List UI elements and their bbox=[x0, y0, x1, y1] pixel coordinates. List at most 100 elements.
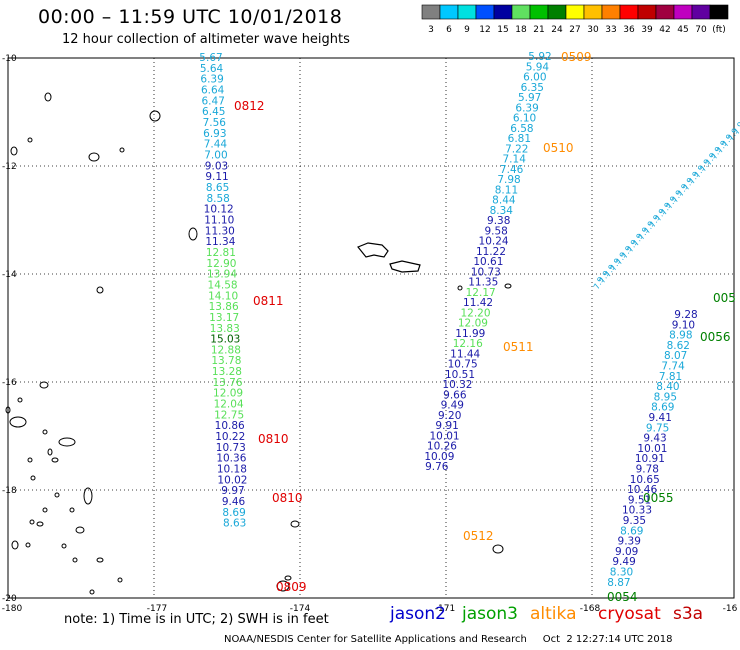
swh-value: 11.42 bbox=[463, 297, 493, 309]
swh-value: 10.36 bbox=[216, 453, 246, 465]
island bbox=[17, 397, 23, 403]
pass-time-label: 0056 bbox=[700, 330, 731, 344]
swh-value: 12.20 bbox=[460, 307, 490, 319]
colorbar-label: (ft) bbox=[712, 25, 726, 34]
altimeter-tracks: 5.675.646.396.646.476.457.566.937.447.00… bbox=[199, 51, 697, 589]
swh-value: 10.61 bbox=[473, 256, 503, 268]
swh-value: 7.98 bbox=[497, 174, 520, 186]
swh-value: 12.88 bbox=[211, 344, 241, 356]
swh-value: 9.11 bbox=[205, 171, 228, 183]
swh-value: 9.51 bbox=[628, 494, 651, 506]
island bbox=[119, 147, 125, 153]
colorbar-label: 27 bbox=[569, 25, 580, 34]
swh-value: 9.66 bbox=[443, 389, 467, 401]
swh-value: 10.01 bbox=[637, 443, 667, 455]
legend-s3a: s3a bbox=[673, 604, 704, 624]
swh-value: 10.26 bbox=[427, 441, 457, 453]
swh-value: 13.83 bbox=[210, 323, 240, 335]
swh-value: 12.17 bbox=[466, 287, 496, 299]
colorbar-label: 21 bbox=[533, 25, 544, 34]
swh-value: 5.92 bbox=[528, 51, 551, 63]
swh-value: 11.44 bbox=[450, 348, 480, 360]
y-tick-label: -16 bbox=[2, 378, 17, 388]
pass-time-label: 0810 bbox=[258, 432, 289, 446]
swh-value: 6.93 bbox=[203, 128, 226, 140]
colorbar-swatch bbox=[709, 4, 729, 20]
island-upolu bbox=[389, 260, 421, 273]
island bbox=[58, 437, 76, 447]
island bbox=[457, 285, 463, 291]
swh-value: 7.44 bbox=[204, 139, 228, 151]
island bbox=[51, 457, 59, 463]
colorbar-label: 15 bbox=[497, 25, 508, 34]
island bbox=[69, 507, 75, 513]
swh-value: 10.22 bbox=[215, 431, 245, 443]
island bbox=[290, 520, 300, 528]
colorbar-label: 33 bbox=[605, 25, 616, 34]
pass-time-label: 005 bbox=[713, 291, 736, 305]
colorbar-label: 12 bbox=[479, 25, 490, 34]
island bbox=[61, 543, 67, 549]
island bbox=[188, 227, 198, 241]
swh-value: 8.62 bbox=[667, 340, 690, 352]
swh-value: 8.95 bbox=[654, 391, 677, 403]
swh-value: 8.69 bbox=[620, 525, 643, 537]
swh-value: 8.34 bbox=[490, 205, 514, 217]
colorbar-label: 36 bbox=[623, 25, 635, 34]
swh-value: 9.46 bbox=[222, 496, 246, 508]
swh-value: 6.35 bbox=[521, 82, 544, 94]
pass-time-label: 0054 bbox=[607, 590, 638, 604]
y-tick-label: -10 bbox=[2, 54, 17, 64]
page-subtitle: 12 hour collection of altimeter wave hei… bbox=[62, 32, 350, 47]
swh-value: 10.86 bbox=[215, 420, 245, 432]
swh-value: 7.14 bbox=[503, 154, 527, 166]
swh-value: 13.76 bbox=[212, 377, 242, 389]
swh-value: 12.04 bbox=[214, 399, 244, 411]
swh-value: 12.09 bbox=[458, 318, 488, 330]
x-tick-label: -171 bbox=[435, 604, 455, 614]
swh-value: 10.46 bbox=[627, 484, 657, 496]
swh-value: 10.33 bbox=[622, 505, 652, 517]
legend-jason3: jason3 bbox=[462, 604, 518, 624]
island bbox=[276, 580, 290, 592]
swath-mark: 7.9 bbox=[732, 120, 740, 135]
swh-value: 8.98 bbox=[669, 330, 692, 342]
swh-value: 9.49 bbox=[441, 400, 464, 412]
island bbox=[9, 416, 27, 428]
pass-time-label: 0055 bbox=[643, 491, 674, 505]
x-tick-label: -177 bbox=[147, 604, 167, 614]
island bbox=[42, 429, 48, 435]
island bbox=[89, 589, 95, 595]
swh-value: 10.75 bbox=[448, 359, 478, 371]
island bbox=[5, 406, 11, 414]
swh-value: 9.97 bbox=[221, 485, 244, 497]
colorbar-label: 30 bbox=[587, 25, 599, 34]
note-text: note: 1) Time is in UTC; 2) SWH is in fe… bbox=[64, 612, 329, 627]
swh-value: 7.56 bbox=[203, 117, 227, 129]
swh-value: 13.28 bbox=[212, 366, 242, 378]
swh-value: 10.73 bbox=[216, 442, 246, 454]
x-tick-label: -180 bbox=[2, 604, 23, 614]
x-tick-label: -16 bbox=[723, 604, 738, 614]
swh-value: 10.01 bbox=[430, 430, 460, 442]
island bbox=[72, 557, 78, 563]
pass-time-label: 0812 bbox=[234, 99, 265, 113]
swh-value: 6.81 bbox=[508, 133, 531, 145]
island bbox=[284, 575, 292, 581]
swh-value: 9.20 bbox=[438, 410, 461, 422]
island bbox=[36, 521, 44, 527]
island bbox=[504, 283, 512, 289]
island bbox=[149, 110, 161, 122]
island bbox=[30, 475, 36, 481]
swh-value: 10.73 bbox=[471, 266, 501, 278]
colorbar-label: 6 bbox=[446, 25, 452, 34]
swh-value: 13.94 bbox=[207, 269, 237, 281]
page-title: 00:00 – 11:59 UTC 10/01/2018 bbox=[38, 6, 343, 28]
swh-value: 11.35 bbox=[468, 277, 498, 289]
island bbox=[117, 577, 123, 583]
swh-value: 10.02 bbox=[217, 474, 247, 486]
swh-value: 5.94 bbox=[526, 61, 550, 73]
swh-value: 8.63 bbox=[223, 518, 246, 530]
swh-value: 11.99 bbox=[455, 328, 485, 340]
